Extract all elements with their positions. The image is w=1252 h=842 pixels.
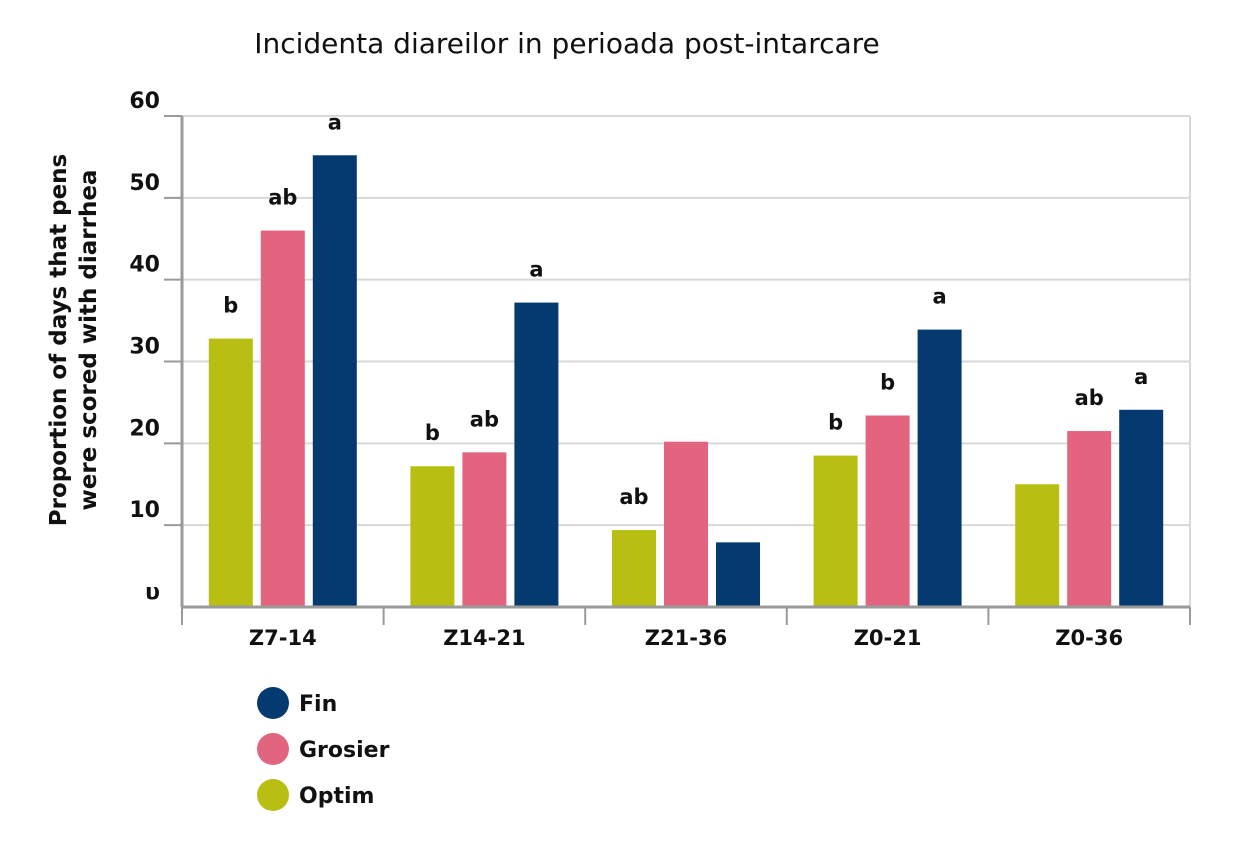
bar-fin-z7-14 xyxy=(312,155,357,607)
y-axis-label-line-2: were scored with diarrhea xyxy=(76,170,102,511)
y-tick-label: 60 xyxy=(129,89,160,114)
bar-optim-z21-36 xyxy=(612,530,656,607)
bar-grosier-z21-36 xyxy=(664,441,708,607)
data-label: ab xyxy=(1075,386,1104,410)
data-label: ab xyxy=(268,186,297,210)
data-label: b xyxy=(425,421,440,445)
x-tick-label: Z14-21 xyxy=(443,626,525,650)
legend-label-fin: Fin xyxy=(299,692,337,717)
legend-label-grosier: Grosier xyxy=(299,738,390,763)
bar-grosier-z0-21 xyxy=(865,415,910,607)
x-tick-label: Z0-21 xyxy=(854,626,922,650)
legend: Fin Grosier Optim xyxy=(257,687,390,811)
bar-grosier-z0-36 xyxy=(1067,431,1112,607)
bar-grosier-z14-21 xyxy=(462,452,507,607)
data-label: a xyxy=(1134,365,1148,389)
x-tick-label: Z0-36 xyxy=(1055,626,1123,650)
chart-title: Incidenta diareilor in perioada post-int… xyxy=(254,27,880,60)
bar-fin-z0-21 xyxy=(917,329,962,607)
y-tick-label: 10 xyxy=(129,498,160,523)
y-tick-label: 50 xyxy=(129,171,160,196)
legend-label-optim: Optim xyxy=(299,784,374,809)
y-tick-label: 30 xyxy=(129,335,160,360)
y-tick-label: 40 xyxy=(129,253,160,278)
data-label: ab xyxy=(470,407,499,431)
data-label: b xyxy=(828,411,843,435)
data-label: a xyxy=(328,110,342,134)
bar-grosier-z7-14 xyxy=(260,230,305,608)
legend-swatch-fin xyxy=(257,687,289,719)
bar-optim-z0-36 xyxy=(1015,484,1060,607)
y-tick-label: υ xyxy=(145,580,160,605)
x-axis-ticks: Z7-14 Z14-21 Z21-36 Z0-21 Z0-36 xyxy=(181,607,1191,650)
data-label: a xyxy=(529,258,543,282)
legend-swatch-optim xyxy=(257,779,289,811)
bar-fin-z21-36 xyxy=(716,542,760,607)
y-tick-label: 20 xyxy=(129,416,160,441)
bar-fin-z0-36 xyxy=(1119,409,1164,607)
bar-fin-z14-21 xyxy=(514,302,559,607)
x-tick-label: Z21-36 xyxy=(645,626,727,650)
x-tick-label: Z7-14 xyxy=(249,626,317,650)
y-axis-label: Proportion of days that pens were scored… xyxy=(46,154,102,526)
data-label: b xyxy=(223,294,238,318)
axes xyxy=(180,116,1190,609)
bar-optim-z7-14 xyxy=(208,338,253,607)
legend-swatch-grosier xyxy=(257,733,289,765)
bars xyxy=(208,155,1164,608)
data-label: a xyxy=(933,285,947,309)
bar-optim-z14-21 xyxy=(410,466,455,607)
y-axis-label-line-1: Proportion of days that pens xyxy=(46,154,72,526)
bar-optim-z0-21 xyxy=(813,455,858,607)
data-label: ab xyxy=(619,485,648,509)
data-label: b xyxy=(880,371,895,395)
y-axis-ticks: υ 10 20 30 40 50 60 xyxy=(129,89,182,605)
